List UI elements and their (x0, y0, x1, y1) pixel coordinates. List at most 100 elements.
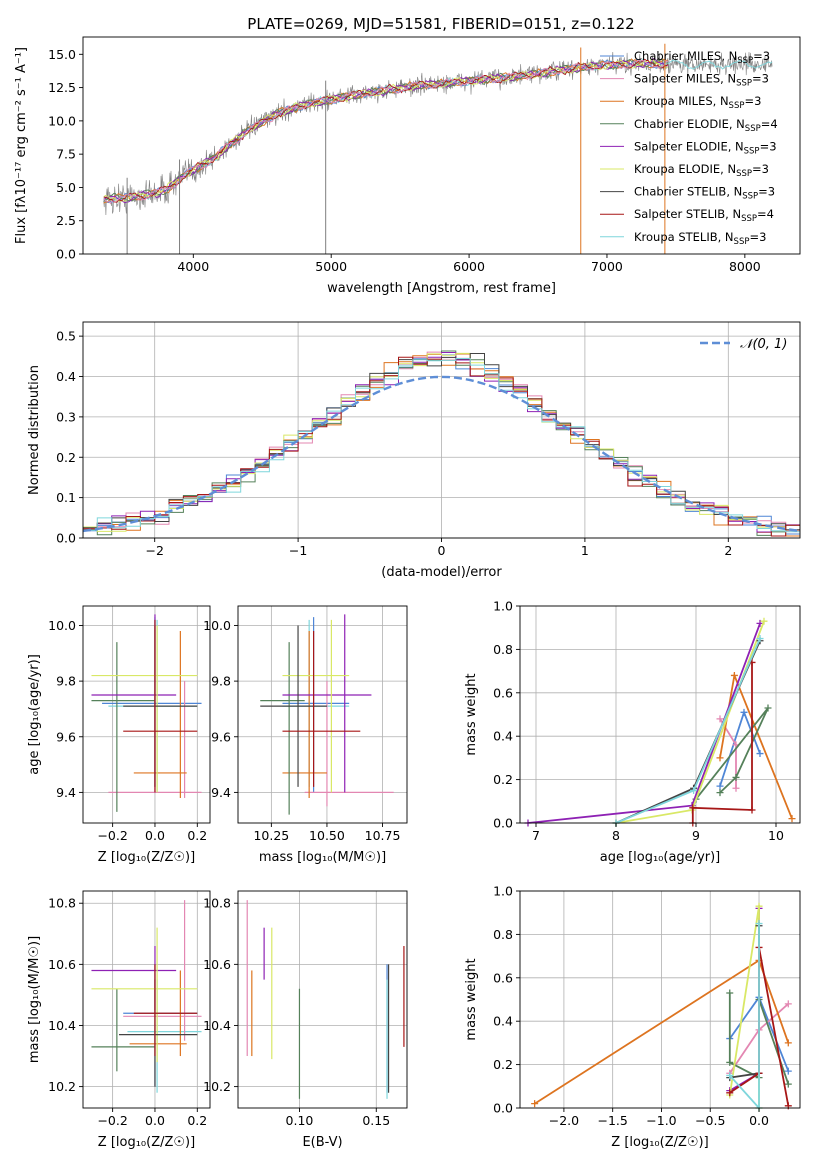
axes-frame (82, 36, 801, 255)
legend-entry-sub: SSP (736, 169, 752, 179)
x-tick-label: −2.0 (549, 1113, 579, 1128)
axes-frame (237, 605, 408, 824)
mass-weight-point (531, 1100, 539, 1108)
spectrum-model-line (103, 58, 669, 204)
mass-weight-point (732, 784, 740, 792)
y-tick-label: 10.2 (48, 1079, 76, 1094)
y-tick-label: 9.8 (56, 674, 76, 689)
residuals-panel: −2 −1 0 1 2 0.0 0.1 0.2 0.3 0.4 0.5 (data-model)/er… (27, 321, 801, 580)
legend-entry: Salpeter ELODIE, NSSP=3 (634, 139, 777, 156)
x-tick-label: 10.25 (253, 828, 289, 843)
y-tick-label: 0.3 (56, 409, 76, 424)
mass-weight-point (784, 1000, 792, 1008)
y-tick-label: 12.5 (48, 80, 76, 95)
mass-weight-point (732, 773, 740, 781)
x-tick-label: 10.50 (309, 828, 345, 843)
y-tick-label: 9.4 (56, 785, 76, 800)
x-tick-label: 4000 (177, 259, 209, 274)
legend-entry-suffix: =3 (760, 139, 777, 153)
y-tick-label: 10.2 (203, 1079, 231, 1094)
x-tick-label: 5000 (315, 259, 347, 274)
y-tick-label: 9.4 (211, 785, 231, 800)
x-axis-label: E(B-V) (302, 1135, 342, 1150)
legend-entry-suffix: =4 (757, 207, 774, 221)
y-tick-label: 2.5 (56, 213, 76, 228)
y-tick-label: 0.4 (493, 1014, 513, 1029)
y-tick-label: 0.8 (493, 642, 513, 657)
x-axis-label: Z [log₁₀(Z/Z☉)] (98, 1135, 195, 1150)
y-tick-label: 0.6 (493, 970, 513, 985)
mass-weight-point (755, 902, 763, 910)
legend-entry: 𝒩(0, 1) (740, 337, 787, 352)
x-tick-label: 10.75 (365, 828, 401, 843)
legend-entry: Salpeter STELIB, NSSP=4 (634, 207, 774, 224)
legend-entry-sub: SSP (736, 79, 752, 89)
x-axis-label: mass [log₁₀(M/M☉)] (259, 850, 386, 865)
y-tick-label: 9.6 (56, 729, 76, 744)
y-tick-label: 0.0 (56, 247, 76, 262)
legend-entry-suffix: =3 (749, 230, 766, 244)
y-tick-label: 0.2 (493, 1057, 513, 1072)
mass-weight-point (784, 1080, 792, 1088)
legend-entry-label: Salpeter STELIB, N (634, 207, 741, 221)
y-axis-label: Flux [fλ10⁻¹⁷ erg cm⁻² s⁻¹ A⁻¹] (14, 47, 29, 244)
x-tick-label: 0 (438, 543, 446, 558)
legend-entry-sub: SSP (741, 214, 757, 224)
x-tick-label: 0.15 (362, 1113, 390, 1128)
y-tick-label: 0.4 (56, 369, 76, 384)
spectrum-model-line (103, 59, 669, 204)
x-tick-label: 2 (724, 543, 732, 558)
y-tick-label: 0.0 (493, 1101, 513, 1116)
mass-weight-point (784, 1039, 792, 1047)
mass-weight-point (740, 708, 748, 716)
mass-weight-point (689, 804, 697, 812)
mass-weight-line (691, 662, 753, 823)
legend-entry-suffix: =4 (761, 117, 778, 131)
mass-weight-point (716, 715, 724, 723)
legend-entry-label: Salpeter MILES, N (634, 72, 736, 86)
y-tick-label: 7.5 (56, 147, 76, 162)
y-tick-label: 9.6 (211, 729, 231, 744)
mass-weight-point (716, 782, 724, 790)
axes-frame (519, 605, 801, 824)
y-tick-label: 0.0 (493, 816, 513, 831)
y-axis-label: mass weight (464, 673, 479, 755)
y-tick-label: 15.0 (48, 47, 76, 62)
legend-entry-label: Chabrier STELIB, N (634, 185, 742, 199)
y-tick-label: 1.0 (493, 884, 513, 899)
legend-entry-label: Kroupa STELIB, N (634, 230, 734, 244)
x-axis-label: Z [log₁₀(Z/Z☉)] (98, 850, 195, 865)
legend-entry: Salpeter MILES, NSSP=3 (634, 72, 769, 89)
legend-entry: Chabrier MILES, NSSP=3 (634, 49, 770, 66)
age-Z-panel: −0.2 0.0 0.2 9.4 9.6 9.8 10.0 Z [log₁₀(Z/Z☉)] ag… (27, 605, 211, 865)
y-tick-label: 10.0 (48, 113, 76, 128)
x-tick-label: −1 (289, 543, 307, 558)
x-tick-label: 0.0 (145, 828, 165, 843)
x-tick-label: −1.5 (598, 1113, 628, 1128)
mass-weight-point (716, 789, 724, 797)
mass-weight-point (756, 635, 764, 643)
x-tick-label: 0.0 (749, 1113, 769, 1128)
axes-frame (237, 890, 408, 1109)
y-tick-label: 0.1 (56, 490, 76, 505)
legend-entry-suffix: =3 (752, 72, 769, 86)
y-axis-label: mass weight (464, 958, 479, 1040)
legend-entry-sub: SSP (737, 56, 753, 66)
legend-entry-sub: SSP (734, 237, 750, 247)
legend-entry-sub: SSP (744, 146, 760, 156)
legend-entry-sub: SSP (729, 101, 745, 111)
y-tick-label: 0.0 (56, 531, 76, 546)
y-tick-label: 10.0 (203, 618, 231, 633)
mass-EBV-panel: 0.10 0.15 10.2 10.4 10.6 10.8 E(B-V) (203, 890, 408, 1150)
y-tick-label: 10.0 (48, 618, 76, 633)
y-tick-label: 10.8 (203, 896, 231, 911)
legend-entry: Kroupa STELIB, NSSP=3 (634, 230, 766, 247)
y-tick-label: 0.2 (493, 772, 513, 787)
mass-weight-point (690, 786, 698, 794)
legend-entry: Chabrier ELODIE, NSSP=4 (634, 117, 778, 134)
y-tick-label: 10.4 (48, 1018, 76, 1033)
histogram-step-line (83, 358, 800, 537)
legend-entry-sub: SSP (742, 192, 758, 202)
y-tick-label: 1.0 (493, 599, 513, 614)
